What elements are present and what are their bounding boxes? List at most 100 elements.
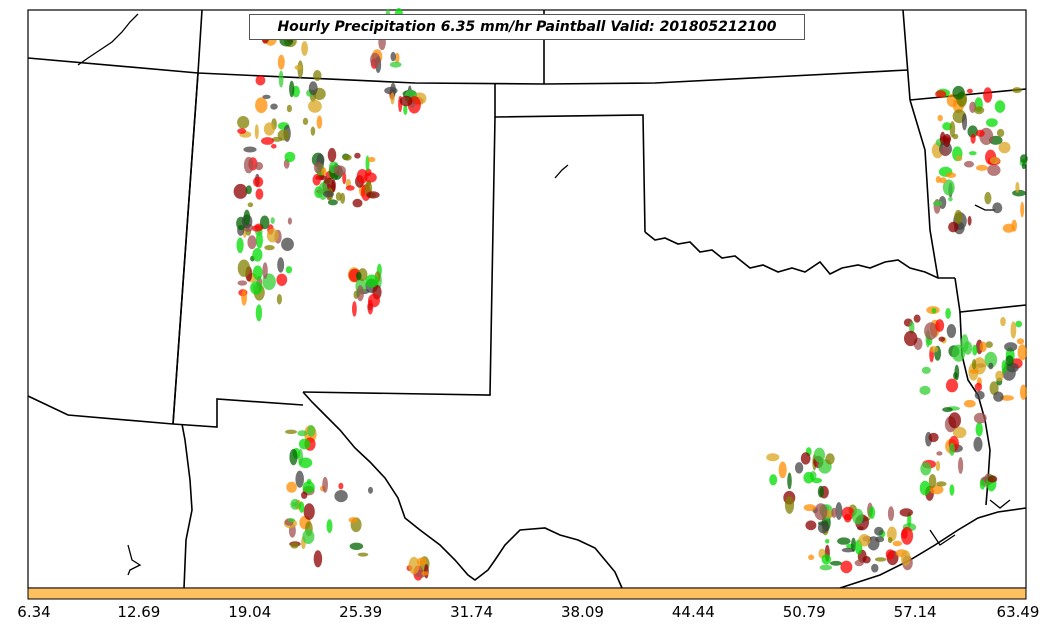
precip-blob <box>421 571 429 576</box>
precip-blob <box>243 156 254 174</box>
precip-blob <box>1004 342 1018 352</box>
precip-blob <box>803 504 816 512</box>
precip-blob <box>284 151 296 163</box>
precip-blob <box>946 324 957 338</box>
precip-blob <box>945 172 957 178</box>
precip-blob <box>885 549 895 560</box>
precip-blob <box>310 126 316 136</box>
precip-blob <box>255 304 263 322</box>
precip-blob <box>1012 189 1026 197</box>
precip-blob <box>817 521 829 534</box>
precip-blob <box>808 554 815 561</box>
precip-blob <box>1000 316 1006 327</box>
precip-blob <box>867 536 880 551</box>
precip-blob <box>241 289 248 306</box>
precip-blob <box>976 164 988 171</box>
map-title: Hourly Precipitation 6.35 mm/hr Paintbal… <box>249 14 805 40</box>
precip-blob <box>936 481 947 487</box>
precip-blob <box>301 41 308 56</box>
precip-blob <box>263 122 275 136</box>
colorbar-tick-label: 6.34 <box>17 603 51 621</box>
precip-blob <box>298 438 311 450</box>
precip-blob <box>803 471 814 484</box>
precip-blob <box>340 192 346 204</box>
colorbar-tick-label: 44.44 <box>671 603 715 621</box>
precip-blob <box>973 436 983 452</box>
precip-blob <box>937 114 943 122</box>
precip-blob <box>290 542 299 549</box>
precip-blob <box>975 422 983 437</box>
precip-blob <box>949 121 956 138</box>
precip-blob <box>984 191 992 205</box>
precip-blob <box>841 547 855 553</box>
precip-blob <box>949 442 955 456</box>
precip-blob <box>327 147 337 163</box>
precip-blob <box>416 557 427 566</box>
precip-blob <box>390 92 395 105</box>
precip-blob <box>302 117 309 125</box>
precip-blob <box>1019 384 1027 400</box>
precip-blob <box>247 202 254 208</box>
precip-blob <box>973 412 987 424</box>
precip-blob <box>1016 338 1025 345</box>
precip-blob <box>313 70 322 81</box>
precip-blob <box>370 52 381 67</box>
precip-blob <box>276 273 288 286</box>
precip-blob <box>255 231 263 249</box>
precip-blob <box>287 518 296 523</box>
precip-blob <box>887 537 893 544</box>
precip-blob <box>993 391 1004 402</box>
precip-blob <box>899 508 913 517</box>
precip-blob <box>276 294 282 305</box>
precip-blob <box>326 519 333 534</box>
precip-blob <box>825 539 830 544</box>
precip-blob <box>851 537 856 552</box>
precip-blob <box>943 138 951 148</box>
precip-blob <box>819 564 832 571</box>
precip-blob <box>942 122 952 131</box>
precip-blob <box>817 485 825 498</box>
precip-blob <box>301 491 308 499</box>
precip-blob <box>255 188 264 200</box>
precip-blob <box>253 176 264 188</box>
precip-blob <box>935 90 947 98</box>
precip-blob <box>1002 223 1015 233</box>
colorbar-tick-label: 38.09 <box>560 603 604 621</box>
precip-blob <box>892 540 902 547</box>
precip-blob <box>953 372 958 380</box>
colorbar-tick-label: 57.14 <box>893 603 937 621</box>
precip-blob <box>936 451 943 456</box>
precip-blob <box>345 185 355 191</box>
precip-blob <box>262 262 268 279</box>
precip-blob <box>271 144 277 149</box>
precip-blob <box>948 221 959 233</box>
precip-blob <box>233 183 248 199</box>
precip-blob <box>964 160 974 168</box>
precip-blob <box>920 462 932 476</box>
precip-blob <box>994 100 1006 113</box>
precip-blob <box>973 106 985 115</box>
colorbar-tick-label: 50.79 <box>782 603 826 621</box>
precipitation-paintballs <box>233 7 1028 581</box>
precip-blob <box>969 369 979 374</box>
precip-blob <box>349 542 364 550</box>
precip-blob <box>971 359 977 370</box>
precip-blob <box>262 94 271 99</box>
precip-blob <box>972 344 978 356</box>
precip-blob <box>924 322 938 340</box>
colorbar-tick-label: 25.39 <box>339 603 383 621</box>
precip-blob <box>958 457 964 474</box>
precip-blob <box>327 199 338 206</box>
precip-blob <box>367 156 376 163</box>
precip-blob <box>821 554 832 565</box>
precip-blob <box>408 556 420 575</box>
precip-blob <box>987 475 998 483</box>
precip-blob <box>919 385 931 395</box>
precip-blob <box>264 245 275 251</box>
precip-blob <box>987 164 1001 176</box>
precip-blob <box>928 432 939 443</box>
precip-blob <box>998 141 1011 154</box>
precip-blob <box>302 481 315 494</box>
precip-blob <box>247 235 257 250</box>
precip-blob <box>303 503 315 520</box>
